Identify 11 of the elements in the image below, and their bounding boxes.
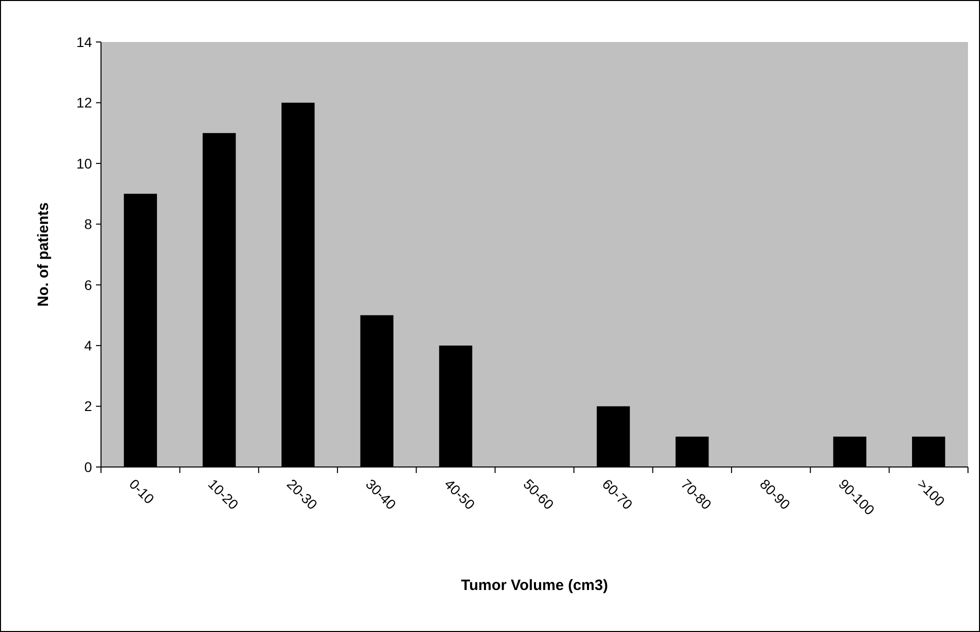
y-tick-label: 0 — [84, 458, 92, 475]
y-axis-title: No. of patients — [35, 202, 52, 307]
x-tick-label: 0-10 — [126, 476, 158, 508]
y-tick-label: 8 — [84, 216, 92, 232]
y-tick-label: 6 — [84, 276, 92, 293]
x-axis-title: Tumor Volume (cm3) — [461, 577, 608, 594]
y-tick-label: 14 — [76, 34, 92, 50]
y-tick-label: 10 — [76, 155, 92, 172]
y-tick-label: 4 — [84, 337, 92, 354]
y-tick-label: 12 — [76, 94, 92, 111]
y-tick-label: 2 — [84, 398, 92, 414]
